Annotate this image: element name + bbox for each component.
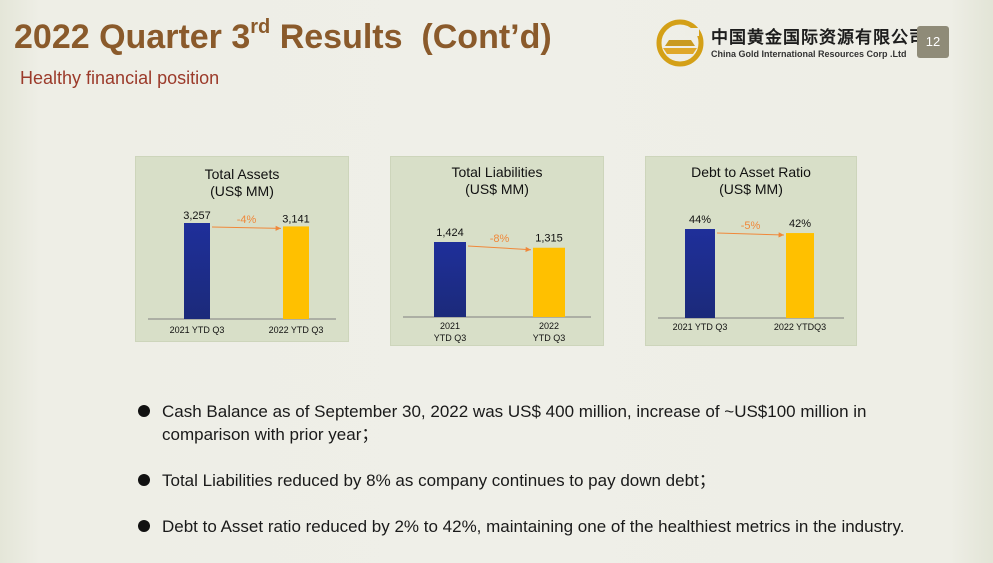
category-label: YTD Q3 <box>434 333 467 343</box>
bar-data-label: 1,315 <box>535 233 563 245</box>
bullet-dot-icon <box>138 520 150 532</box>
bullet-dot-icon <box>138 405 150 417</box>
chart-title: Total Liabilities (US$ MM) <box>451 164 543 197</box>
category-label: 2021 YTD Q3 <box>673 322 728 332</box>
slide-title: 2022 Quarter 3rd Results (Cont’d) <box>14 16 552 56</box>
change-arrowhead-icon <box>275 225 281 231</box>
change-percent-label: -5% <box>741 220 761 232</box>
change-arrow <box>467 245 532 251</box>
chart-debt-to-asset-ratio: Debt to Asset Ratio (US$ MM) 44% 2021 YTD… <box>646 157 856 345</box>
company-logo: 中国黄金国际资源有限公司 China Gold International Re… <box>655 18 926 68</box>
change-percent-label: -4% <box>237 214 257 226</box>
change-arrowhead-icon <box>778 232 784 238</box>
change-percent-label: -8% <box>490 233 510 245</box>
category-label: 2021 YTD Q3 <box>170 325 225 335</box>
chart-title: Debt to Asset Ratio (US$ MM) <box>691 164 811 197</box>
chart-svg: 44% 2021 YTD Q3 42% 2022 YTDQ3 -5% <box>658 214 844 332</box>
category-label: YTD Q3 <box>533 333 566 343</box>
logo-english-name: China Gold International Resources Corp … <box>711 49 907 59</box>
bar-data-label: 42% <box>789 218 811 230</box>
chart-svg: 3,257 2021 YTD Q3 3,141 2022 YTD Q3 -4% <box>148 210 336 335</box>
slide-subtitle: Healthy financial position <box>20 68 220 88</box>
bar-2021 <box>184 223 210 319</box>
bar-2022 <box>283 226 309 319</box>
chart-total-assets: Total Assets (US$ MM) 3,257 2021 YTD Q3 3,… <box>136 157 348 341</box>
change-arrowhead-icon <box>525 246 531 253</box>
bar-data-label: 3,257 <box>183 210 211 222</box>
category-label: 2021 <box>440 321 460 331</box>
gold-ingot-logo-icon <box>656 19 704 67</box>
change-arrow <box>716 232 785 236</box>
category-label: 2022 YTDQ3 <box>774 322 826 332</box>
category-label: 2022 YTD Q3 <box>269 325 324 335</box>
change-arrow <box>211 226 282 229</box>
bar-data-label: 1,424 <box>436 227 464 239</box>
chart-title: Total Assets (US$ MM) <box>204 166 280 199</box>
page-number-badge: 12 <box>917 26 949 58</box>
bar-2021 <box>434 242 466 317</box>
chart-total-liabilities: Total Liabilities (US$ MM) 1,424 2021 YTD … <box>391 157 603 345</box>
chart-svg: 1,424 2021 YTD Q3 1,315 2022 YTD Q3 -8% <box>403 227 591 343</box>
bullet-dot-icon <box>138 474 150 486</box>
bar-2022 <box>533 247 565 317</box>
bar-2022 <box>786 233 814 318</box>
bar-data-label: 3,141 <box>282 213 310 225</box>
bar-2021 <box>685 229 715 318</box>
bar-data-label: 44% <box>689 214 711 226</box>
category-label: 2022 <box>539 321 559 331</box>
logo-chinese-name: 中国黄金国际资源有限公司 <box>711 28 927 47</box>
